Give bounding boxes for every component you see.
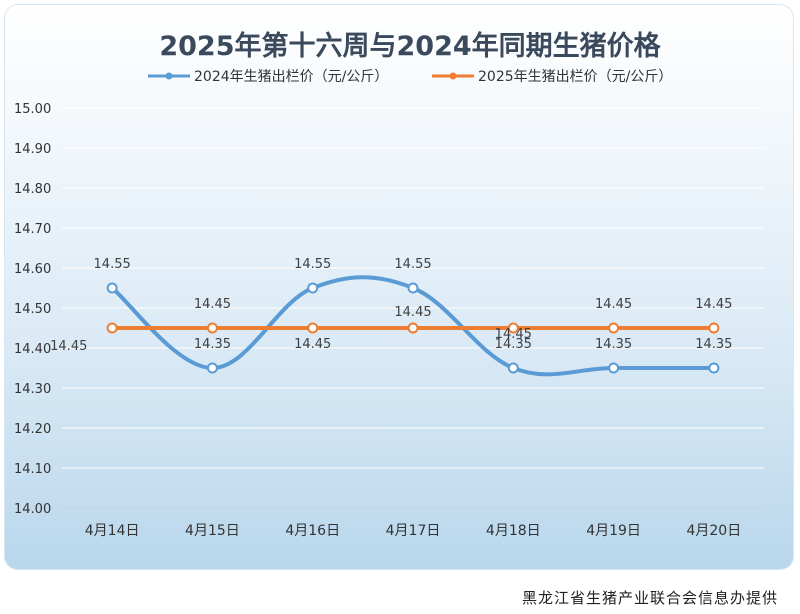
- y-tick-label: 14.60: [14, 262, 51, 277]
- y-tick-label: 14.00: [14, 502, 51, 517]
- point-2025: [708, 322, 720, 334]
- series-lines: [106, 275, 720, 377]
- data-label-2024: 14.55: [94, 257, 131, 272]
- point-2024: [407, 282, 419, 294]
- chart-title: 2025年第十六周与2024年同期生猪价格: [159, 30, 661, 62]
- point-2025: [407, 322, 419, 334]
- x-tick-label: 4月16日: [285, 523, 340, 539]
- y-axis: 14.00 14.10 14.20 14.30 14.40 14.50 14.60 14.70…: [14, 102, 51, 517]
- x-tick-label: 4月17日: [386, 523, 441, 539]
- x-tick-label: 4月14日: [85, 523, 140, 539]
- data-label-2025: 14.45: [595, 297, 632, 312]
- y-tick-label: 14.50: [14, 302, 51, 317]
- y-tick-label: 14.40: [14, 342, 51, 357]
- y-tick-label: 14.80: [14, 182, 51, 197]
- point-2025: [307, 322, 319, 334]
- legend-item-2024: 2024年生猪出栏价（元/公斤）: [148, 69, 388, 85]
- chart-legend: 2024年生猪出栏价（元/公斤） 2025年生猪出栏价（元/公斤）: [148, 69, 672, 85]
- point-2025: [507, 322, 519, 334]
- x-axis: 4月14日 4月15日 4月16日 4月17日 4月18日 4月19日 4月20日: [61, 508, 765, 539]
- data-label-2024: 14.35: [495, 337, 532, 352]
- y-tick-label: 14.20: [14, 422, 51, 437]
- point-2024: [106, 282, 118, 294]
- series-2024: [106, 275, 720, 377]
- legend-label-2025: 2025年生猪出栏价（元/公斤）: [478, 69, 672, 85]
- point-2024: [708, 362, 720, 374]
- y-tick-label: 14.70: [14, 222, 51, 237]
- chart-panel: [4, 4, 794, 570]
- legend-label-2024: 2024年生猪出栏价（元/公斤）: [194, 69, 388, 85]
- y-tick-label: 14.30: [14, 382, 51, 397]
- data-label-2025: 14.45: [695, 297, 732, 312]
- point-2024: [608, 362, 620, 374]
- data-label-2024: 14.35: [595, 337, 632, 352]
- data-label-2025: 14.45: [194, 297, 231, 312]
- data-label-2025: 14.45: [294, 337, 331, 352]
- legend-item-2025: 2025年生猪出栏价（元/公斤）: [432, 69, 672, 85]
- data-label-2025: 14.45: [495, 327, 532, 342]
- point-2024: [307, 282, 319, 294]
- data-label-2024: 14.55: [294, 257, 331, 272]
- data-label-2025: 14.45: [50, 339, 87, 354]
- data-label-2025: 14.45: [394, 305, 431, 320]
- point-2025: [608, 322, 620, 334]
- point-2024: [507, 362, 519, 374]
- source-note: 黑龙江省生猪产业联合会信息办提供: [521, 589, 778, 607]
- data-label-2024: 14.55: [394, 257, 431, 272]
- grid-lines: [62, 107, 764, 509]
- data-label-2024: 14.35: [194, 337, 231, 352]
- point-2024: [206, 362, 218, 374]
- point-2025: [206, 322, 218, 334]
- y-tick-label: 15.00: [14, 102, 51, 117]
- y-tick-label: 14.90: [14, 142, 51, 157]
- x-tick-label: 4月15日: [185, 523, 240, 539]
- y-tick-label: 14.10: [14, 462, 51, 477]
- x-tick-label: 4月19日: [586, 523, 641, 539]
- series-2025: [106, 322, 720, 334]
- data-label-2024: 14.35: [695, 337, 732, 352]
- point-2025: [106, 322, 118, 334]
- x-tick-label: 4月18日: [486, 523, 541, 539]
- x-tick-label: 4月20日: [686, 523, 741, 539]
